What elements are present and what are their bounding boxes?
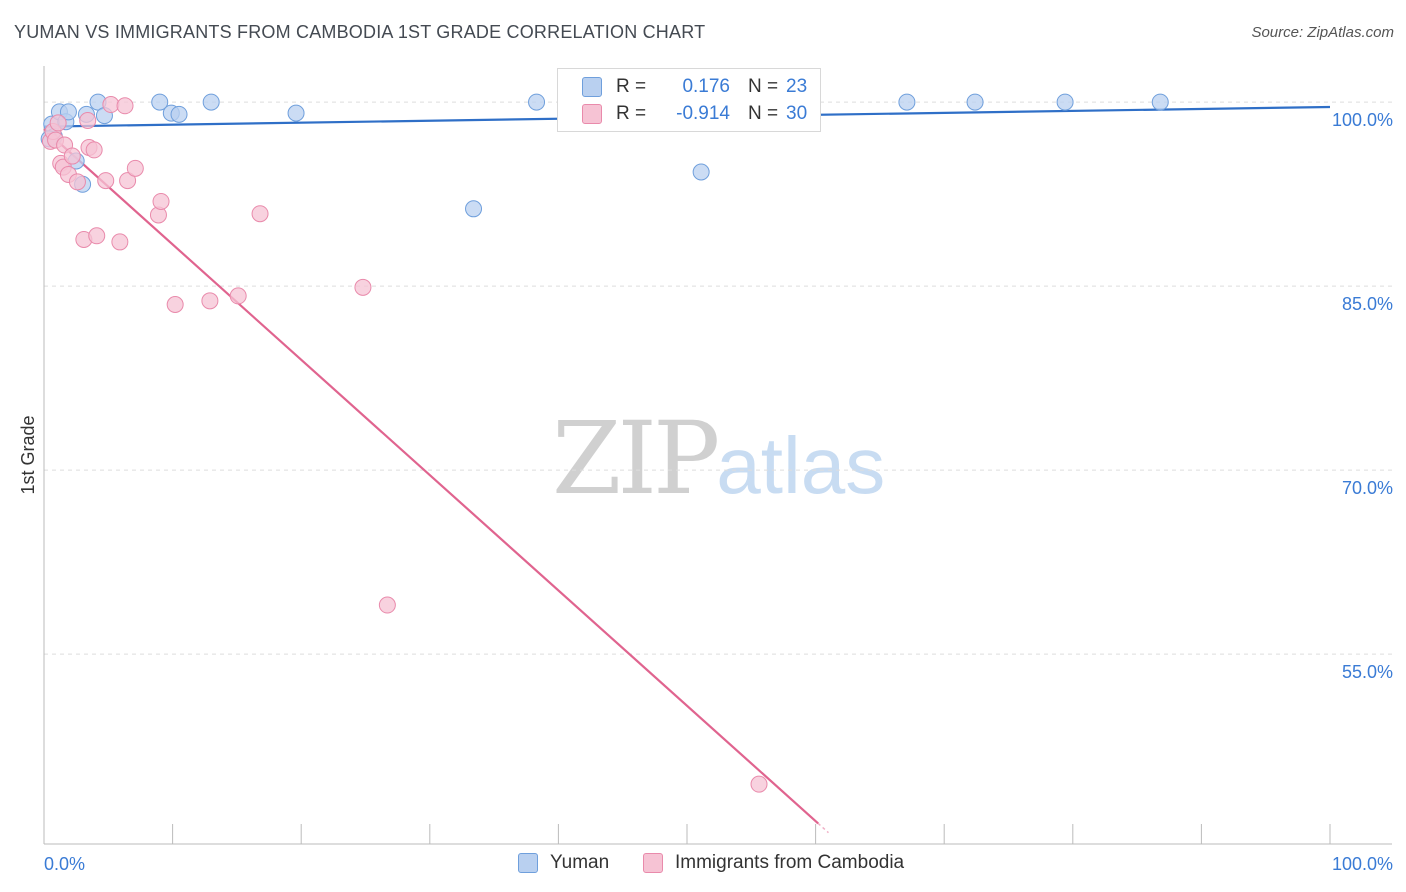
n-value: 23 [786,76,808,97]
yuman-swatch [582,77,602,97]
chart-title: YUMAN VS IMMIGRANTS FROM CAMBODIA 1ST GR… [14,22,706,42]
cambodia-point [229,287,247,305]
stats-row-yuman: R = 0.176 N = 23 [582,73,807,101]
yuman-point [692,163,710,181]
cambodia-point [152,192,170,210]
n-label: N = [748,76,779,97]
watermark-atlas: atlas [716,421,886,510]
label-layer: 100.0% 85.0% 70.0% 55.0% 0.0% 100.0% 1st Grade [18,110,1393,874]
cambodia-swatch [582,104,602,124]
cambodia-point [166,295,184,313]
y-tick-label: 70.0% [1342,478,1393,498]
cambodia-point [88,227,106,245]
cambodia-point [63,147,81,165]
cambodia-point [251,205,269,223]
yuman-point [151,93,169,111]
yuman-point [59,103,77,121]
cambodia-point [750,775,768,793]
cambodia-trendline [43,128,819,825]
stats-row-cambodia: R = -0.914 N = 30 [582,100,807,128]
yuman-point [170,105,188,123]
yuman-legend-swatch [518,853,538,873]
cambodia-point [201,292,219,310]
cambodia-point [102,96,120,114]
r-value: -0.914 [676,103,730,124]
yuman-point [465,200,483,218]
y-tick-label: 100.0% [1332,110,1393,130]
watermark: ZIPatlas [552,400,885,517]
x-tick-label-end: 100.0% [1332,854,1393,874]
yuman-point [1056,93,1074,111]
cambodia-point [378,596,396,614]
point-layer [40,93,1169,793]
cambodia-trendline-extension [817,822,829,834]
y-axis-title: 1st Grade [18,415,38,494]
legend: Yuman Immigrants from Cambodia [0,848,1406,880]
cambodia-point [49,114,67,132]
r-value: 0.176 [682,76,730,97]
yuman-point [966,93,984,111]
watermark-zip: ZIP [552,400,720,517]
n-label: N = [748,103,779,124]
cambodia-point [97,172,115,190]
legend-label: Yuman [550,852,610,873]
yuman-point [528,93,546,111]
cambodia-point [111,233,129,251]
cambodia-point [85,141,103,159]
legend-label: Immigrants from Cambodia [675,852,905,873]
yuman-point [202,93,220,111]
cambodia-point [68,173,86,191]
legend-item-yuman[interactable]: Yuman [518,852,609,874]
r-label: R = [616,103,647,124]
y-tick-label: 55.0% [1342,662,1393,682]
cambodia-legend-swatch [643,853,663,873]
yuman-point [287,104,305,122]
yuman-point [898,93,916,111]
r-label: R = [616,76,647,97]
source-credit: Source: ZipAtlas.com [1251,24,1394,41]
yuman-point [1151,93,1169,111]
y-tick-label: 85.0% [1342,294,1393,314]
cambodia-point [354,278,372,296]
cambodia-point [79,111,97,129]
x-tick-label-start: 0.0% [44,854,85,874]
grid-layer [44,101,1392,655]
axis-layer [43,66,1392,845]
n-value: 30 [786,103,808,124]
cambodia-point [119,172,137,190]
cambodia-point [116,97,134,115]
stats-box: R = 0.176 N = 23 R = -0.914 N = 30 [557,68,821,132]
cambodia-point [126,159,144,177]
legend-item-cambodia[interactable]: Immigrants from Cambodia [643,852,904,874]
